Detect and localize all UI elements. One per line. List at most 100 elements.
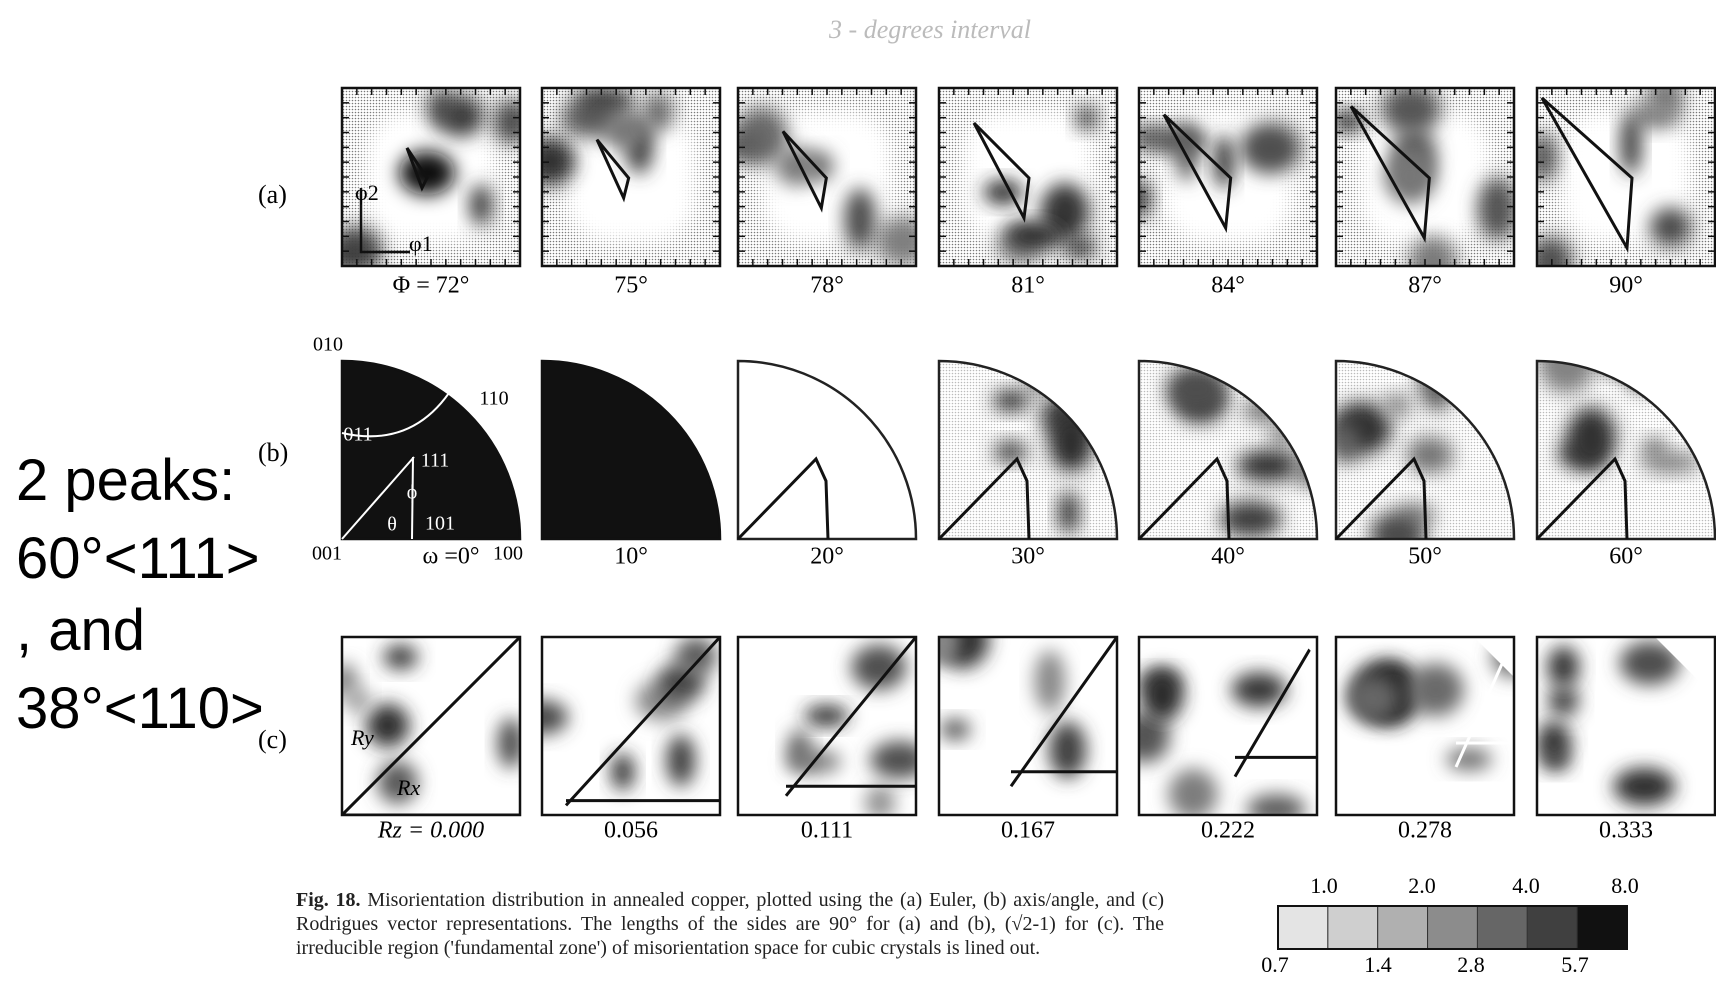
density-blob [377,761,418,804]
panel-caption: 78° [810,273,844,299]
euler-panel [1537,88,1715,266]
axis-label: Rx [396,775,420,800]
density-blob [1219,500,1282,538]
rodrigues-panel [1537,637,1715,815]
pole-label: 100 [493,543,523,565]
pole-label: θ [387,514,397,536]
axis-arrows [359,188,410,254]
density-blob [1406,436,1454,474]
density-blob [1537,720,1572,764]
axis-label: Ry [350,725,374,750]
corner-cut [1297,637,1317,657]
density-blob [876,217,916,266]
panel-caption: 0.056 [604,818,658,844]
legend-label: 1.0 [1310,873,1338,898]
row-label: (c) [258,725,287,754]
density-blob [1006,222,1064,250]
density-blob [1034,650,1066,713]
overlay-line: 2 peaks: [16,448,236,513]
legend-label: 1.4 [1364,952,1392,977]
panel-frame [1334,359,1516,541]
pole-label: 011 [343,424,372,446]
density-blob [1369,511,1426,539]
pole-label: ϕ [407,482,418,504]
panel-frame [736,359,918,541]
density-blob [643,92,674,133]
fundamental-zone [937,456,1031,541]
density-blob [1640,452,1701,473]
density-blob [1139,712,1170,763]
pole-label: 110 [479,388,508,410]
pole-label: 010 [313,334,343,356]
legend-swatch [1427,905,1478,950]
caption-label: Fig. 18. [296,889,361,911]
panel-bg [542,361,720,539]
density-blob [1026,361,1054,397]
density-blob [1246,794,1306,815]
panel-frame [1334,635,1516,817]
density-blob [469,184,493,226]
panel-frame [1535,359,1716,541]
density-blob [1236,449,1300,482]
density-blob [844,188,876,251]
density-blob [738,130,761,161]
legend-swatch [1327,905,1379,950]
rodrigues-panel [1139,637,1317,815]
density-blob [439,95,484,137]
density-blob [1477,177,1514,240]
density-blob [1347,676,1399,721]
rodrigues-panel [738,637,916,815]
panel-caption: 40° [1211,544,1245,570]
euler-panel [542,88,720,266]
panel-caption: 60° [1609,544,1643,570]
density-blob [1537,236,1573,266]
density-blob [983,180,1023,205]
row-label: (b) [258,438,288,467]
density-blob [1594,361,1643,374]
fundamental-zone [1137,456,1231,541]
panel-caption: 87° [1408,273,1442,299]
caption-text: Misorientation distribution in annealed … [296,889,1164,959]
density-blob [1537,132,1558,182]
panel-caption: 20° [810,544,844,570]
density-blob [346,686,370,713]
density-blob [497,718,520,769]
density-blob [1547,685,1579,717]
euler-panel [342,88,520,266]
density-blob [865,786,896,815]
fundamental-zone [972,121,1031,223]
density-blob [1231,672,1287,708]
panel-frame [340,635,522,817]
density-blob [1547,646,1580,688]
density-blob [1381,88,1441,134]
density-blob [1139,180,1152,218]
density-blob [1058,490,1080,535]
panel-bg [1139,637,1317,815]
legend-label: 5.7 [1561,952,1589,977]
row-label: (a) [258,180,287,209]
legend-swatch [1476,905,1528,950]
euler-panel [1139,88,1317,266]
density-blob [666,734,696,787]
pole-label: 001 [312,543,342,565]
density-blob [1613,767,1676,806]
fundamental-zone [1162,113,1233,233]
fundamental-zone [1535,456,1629,541]
panel-frame [1137,359,1319,541]
panel-caption: 50° [1408,544,1442,570]
panel-frame [937,635,1119,817]
peak [399,151,455,195]
density-blob [602,111,650,149]
axis-label: φ1 [409,231,433,256]
density-blob [1409,235,1457,266]
density-blob [1629,101,1680,130]
overlay-line: , and [16,598,145,663]
density-blob [383,644,418,670]
density-blob [1165,365,1227,413]
legend-label: 0.7 [1261,952,1289,977]
rodrigues-panel [1336,637,1514,815]
rodrigues-panel [542,637,720,815]
legend-swatch [1377,905,1429,950]
fundamental-zone [595,138,631,203]
